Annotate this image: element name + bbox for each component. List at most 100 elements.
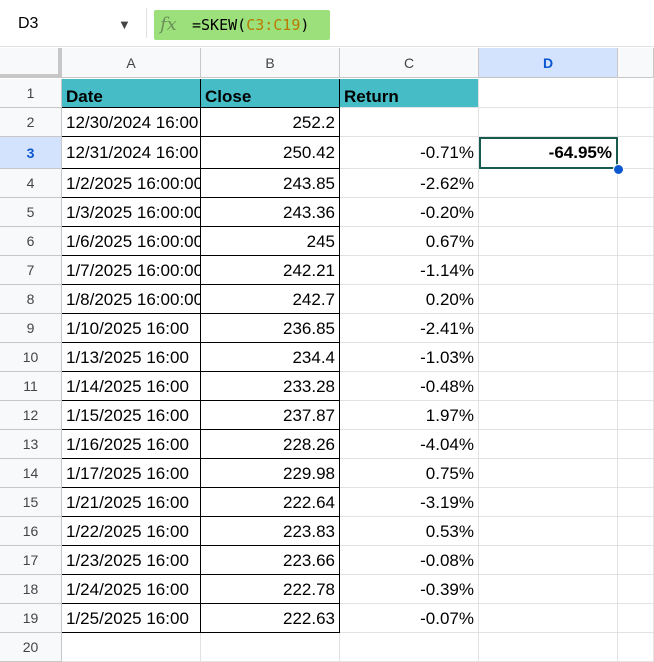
cell-b7[interactable]: 242.21: [201, 256, 340, 285]
cell-c7[interactable]: -1.14%: [340, 256, 479, 285]
row-header-13[interactable]: 13: [0, 430, 62, 459]
cell-c13[interactable]: -4.04%: [340, 430, 479, 459]
row-header-7[interactable]: 7: [0, 256, 62, 285]
cell-b3[interactable]: 250.42: [201, 137, 340, 169]
cell-e18[interactable]: [618, 575, 654, 604]
row-header-11[interactable]: 11: [0, 372, 62, 401]
row-header-9[interactable]: 9: [0, 314, 62, 343]
cell-c12[interactable]: 1.97%: [340, 401, 479, 430]
cell-d12[interactable]: [479, 401, 618, 430]
cell-e6[interactable]: [618, 227, 654, 256]
cell-d9[interactable]: [479, 314, 618, 343]
cell-a15[interactable]: 1/21/2025 16:00: [62, 488, 201, 517]
cell-e11[interactable]: [618, 372, 654, 401]
cell-c2[interactable]: [340, 108, 479, 137]
cell-d11[interactable]: [479, 372, 618, 401]
name-box[interactable]: D3 ▼: [8, 10, 138, 38]
chevron-down-icon[interactable]: ▼: [118, 17, 131, 32]
cell-e17[interactable]: [618, 546, 654, 575]
fill-handle[interactable]: [613, 164, 624, 175]
column-header-a[interactable]: A: [62, 48, 201, 78]
row-header-8[interactable]: 8: [0, 285, 62, 314]
cell-b16[interactable]: 223.83: [201, 517, 340, 546]
cell-d18[interactable]: [479, 575, 618, 604]
cell-a4[interactable]: 1/2/2025 16:00:00: [62, 169, 201, 198]
cell-c9[interactable]: -2.41%: [340, 314, 479, 343]
cell-e20[interactable]: [618, 633, 654, 662]
select-all-corner[interactable]: [0, 48, 62, 78]
cell-d13[interactable]: [479, 430, 618, 459]
cell-e9[interactable]: [618, 314, 654, 343]
cell-c11[interactable]: -0.48%: [340, 372, 479, 401]
cell-d2[interactable]: [479, 108, 618, 137]
cell-e1[interactable]: [618, 79, 654, 108]
column-header-d[interactable]: D: [479, 48, 618, 78]
cell-b20[interactable]: [201, 633, 340, 662]
row-header-19[interactable]: 19: [0, 604, 62, 633]
row-header-12[interactable]: 12: [0, 401, 62, 430]
cell-d15[interactable]: [479, 488, 618, 517]
row-header-17[interactable]: 17: [0, 546, 62, 575]
cell-a1[interactable]: Date: [62, 79, 201, 108]
cell-d7[interactable]: [479, 256, 618, 285]
cell-c18[interactable]: -0.39%: [340, 575, 479, 604]
cell-b6[interactable]: 245: [201, 227, 340, 256]
cell-a19[interactable]: 1/25/2025 16:00: [62, 604, 201, 633]
cell-a20[interactable]: [62, 633, 201, 662]
cell-d6[interactable]: [479, 227, 618, 256]
row-header-18[interactable]: 18: [0, 575, 62, 604]
cell-b8[interactable]: 242.7: [201, 285, 340, 314]
cell-b18[interactable]: 222.78: [201, 575, 340, 604]
cell-d5[interactable]: [479, 198, 618, 227]
cell-e13[interactable]: [618, 430, 654, 459]
cell-a5[interactable]: 1/3/2025 16:00:00: [62, 198, 201, 227]
cell-e14[interactable]: [618, 459, 654, 488]
cell-e12[interactable]: [618, 401, 654, 430]
cell-d10[interactable]: [479, 343, 618, 372]
cell-e2[interactable]: [618, 108, 654, 137]
cell-d20[interactable]: [479, 633, 618, 662]
cell-a18[interactable]: 1/24/2025 16:00: [62, 575, 201, 604]
cell-e5[interactable]: [618, 198, 654, 227]
cell-e4[interactable]: [618, 169, 654, 198]
cell-a9[interactable]: 1/10/2025 16:00: [62, 314, 201, 343]
row-header-14[interactable]: 14: [0, 459, 62, 488]
cell-b14[interactable]: 229.98: [201, 459, 340, 488]
cell-a3[interactable]: 12/31/2024 16:00: [62, 137, 201, 169]
cell-b10[interactable]: 234.4: [201, 343, 340, 372]
cell-b9[interactable]: 236.85: [201, 314, 340, 343]
row-header-16[interactable]: 16: [0, 517, 62, 546]
cell-c1[interactable]: Return: [340, 79, 479, 108]
cell-b4[interactable]: 243.85: [201, 169, 340, 198]
row-header-15[interactable]: 15: [0, 488, 62, 517]
cell-e10[interactable]: [618, 343, 654, 372]
row-header-10[interactable]: 10: [0, 343, 62, 372]
cell-b17[interactable]: 223.66: [201, 546, 340, 575]
cell-a7[interactable]: 1/7/2025 16:00:00: [62, 256, 201, 285]
cell-a12[interactable]: 1/15/2025 16:00: [62, 401, 201, 430]
cell-e8[interactable]: [618, 285, 654, 314]
cell-b12[interactable]: 237.87: [201, 401, 340, 430]
cell-e19[interactable]: [618, 604, 654, 633]
cell-a13[interactable]: 1/16/2025 16:00: [62, 430, 201, 459]
cell-c10[interactable]: -1.03%: [340, 343, 479, 372]
cell-d14[interactable]: [479, 459, 618, 488]
cell-a8[interactable]: 1/8/2025 16:00:00: [62, 285, 201, 314]
cell-c8[interactable]: 0.20%: [340, 285, 479, 314]
cell-e16[interactable]: [618, 517, 654, 546]
cell-b19[interactable]: 222.63: [201, 604, 340, 633]
cell-e15[interactable]: [618, 488, 654, 517]
cell-b5[interactable]: 243.36: [201, 198, 340, 227]
cell-e3[interactable]: [618, 137, 654, 169]
cell-c3[interactable]: -0.71%: [340, 137, 479, 169]
cell-b11[interactable]: 233.28: [201, 372, 340, 401]
cell-c5[interactable]: -0.20%: [340, 198, 479, 227]
row-header-6[interactable]: 6: [0, 227, 62, 256]
cell-b13[interactable]: 228.26: [201, 430, 340, 459]
cell-c16[interactable]: 0.53%: [340, 517, 479, 546]
cell-e7[interactable]: [618, 256, 654, 285]
cell-d4[interactable]: [479, 169, 618, 198]
cell-a11[interactable]: 1/14/2025 16:00: [62, 372, 201, 401]
cell-c4[interactable]: -2.62%: [340, 169, 479, 198]
cell-a10[interactable]: 1/13/2025 16:00: [62, 343, 201, 372]
